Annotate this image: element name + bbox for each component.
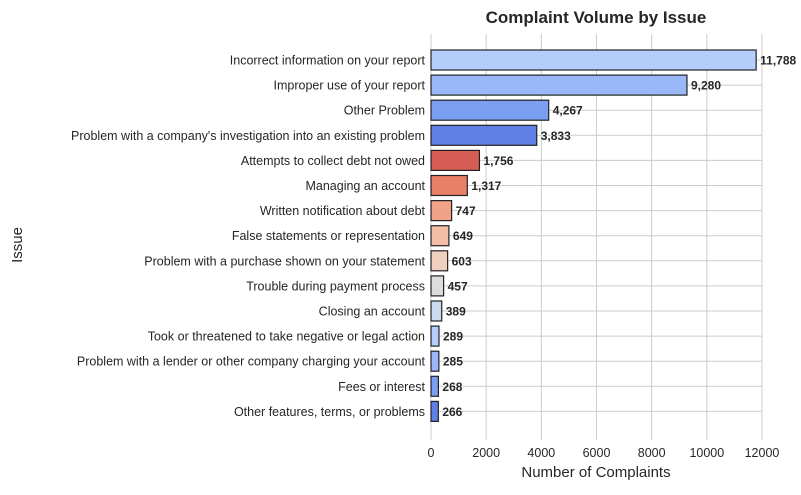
- bar: [430, 250, 449, 272]
- value-label: 285: [443, 355, 463, 369]
- x-tick-label: 8000: [638, 446, 666, 460]
- value-label: 11,788: [760, 54, 796, 68]
- bar: [430, 300, 443, 322]
- category-label: Trouble during payment process: [246, 279, 425, 293]
- x-tick-label: 10000: [689, 446, 724, 460]
- category-label: Closing an account: [319, 305, 426, 319]
- bar: [430, 225, 450, 247]
- category-label: Took or threatened to take negative or l…: [148, 330, 425, 344]
- y-axis-label: Issue: [9, 227, 26, 263]
- bar: [430, 275, 445, 297]
- x-tick-label: 4000: [527, 446, 555, 460]
- value-label: 649: [453, 229, 473, 243]
- bar: [430, 49, 757, 71]
- bar: [430, 124, 538, 146]
- category-label: Other features, terms, or problems: [234, 405, 425, 419]
- value-label: 1,756: [483, 154, 513, 168]
- bar-layer: [430, 49, 757, 422]
- category-label: Written notification about debt: [260, 204, 426, 218]
- bar: [430, 350, 440, 372]
- bar: [430, 74, 688, 96]
- bar: [430, 149, 481, 171]
- x-tick-label: 6000: [583, 446, 611, 460]
- tick-layer: 0 2000 4000 6000 8000 10000 12000: [428, 446, 780, 460]
- value-label: 389: [446, 305, 466, 319]
- value-label: 268: [442, 380, 462, 394]
- category-label: Managing an account: [305, 179, 425, 193]
- category-label: Problem with a lender or other company c…: [77, 355, 426, 369]
- value-label: 747: [456, 204, 476, 218]
- x-axis-label: Number of Complaints: [521, 464, 670, 481]
- chart-title: Complaint Volume by Issue: [486, 8, 707, 27]
- bar: [430, 174, 468, 197]
- value-label: 603: [452, 254, 472, 268]
- category-label: Problem with a purchase shown on your st…: [144, 254, 425, 268]
- value-label: 289: [443, 330, 463, 344]
- category-label: Improper use of your report: [274, 79, 426, 93]
- category-label: Problem with a company's investigation i…: [71, 129, 425, 143]
- category-label: Incorrect information on your report: [230, 54, 426, 68]
- category-label: Fees or interest: [338, 380, 425, 394]
- value-label: 266: [442, 405, 462, 419]
- value-label: 9,280: [691, 79, 721, 93]
- value-label: 4,267: [553, 104, 583, 118]
- value-label: 457: [448, 279, 468, 293]
- category-label: Other Problem: [344, 104, 425, 118]
- value-label: 3,833: [541, 129, 571, 143]
- bar: [430, 375, 439, 397]
- x-tick-label: 0: [428, 446, 435, 460]
- x-tick-label: 12000: [745, 446, 780, 460]
- value-label: 1,317: [471, 179, 501, 193]
- x-tick-label: 2000: [472, 446, 500, 460]
- label-layer: Incorrect information on your report 11,7…: [71, 54, 796, 419]
- bar: [430, 325, 440, 347]
- bar: [430, 400, 439, 422]
- category-label: False statements or representation: [232, 229, 425, 243]
- bar: [430, 99, 550, 121]
- category-label: Attempts to collect debt not owed: [241, 154, 425, 168]
- bar: [430, 200, 453, 222]
